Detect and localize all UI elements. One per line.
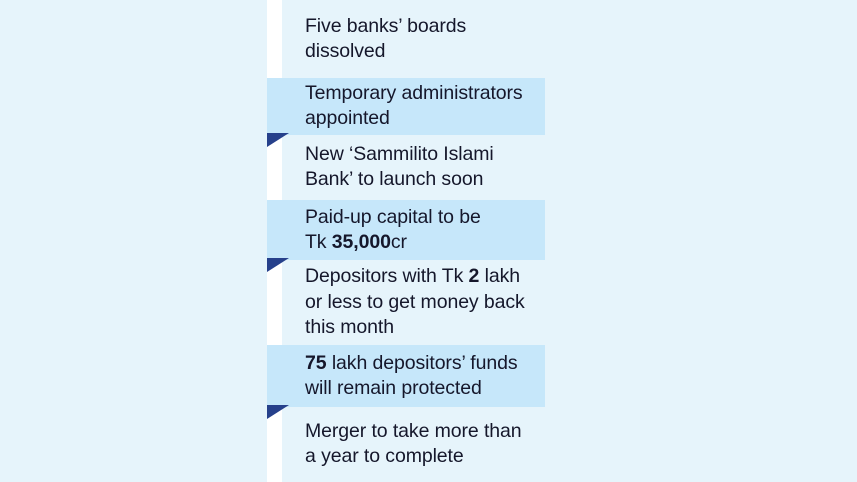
triangle-icon — [267, 258, 289, 272]
timeline-item-6: 75 lakh depositors’ funds will remain pro… — [267, 345, 545, 407]
timeline-rail-segment — [267, 260, 282, 345]
timeline-item-label: Paid-up capital to be Tk 35,000cr — [305, 205, 481, 253]
timeline-item-label: Merger to take more than a year to comple… — [305, 420, 522, 468]
timeline-corner-fold-marker-2 — [267, 258, 289, 272]
triangle-icon — [267, 133, 289, 147]
timeline-item-2: Temporary administrators appointed — [267, 78, 545, 135]
timeline-item-label: 75 lakh depositors’ funds will remain pro… — [305, 351, 518, 399]
timeline-item-7: Merger to take more than a year to comple… — [267, 407, 545, 482]
timeline-item-4: Paid-up capital to be Tk 35,000cr — [267, 200, 545, 260]
timeline-item-label: Temporary administrators appointed — [305, 82, 523, 130]
timeline-item-label: New ‘Sammilito Islami Bank’ to launch soo… — [305, 143, 494, 191]
timeline-rail-segment — [267, 135, 282, 200]
timeline-item-5: Depositors with Tk 2 lakh or less to get … — [267, 260, 545, 345]
timeline-item-1: Five banks’ boards dissolved — [267, 0, 545, 78]
timeline-item-label: Depositors with Tk 2 lakh or less to get … — [305, 265, 525, 339]
timeline-corner-fold-marker-3 — [267, 405, 289, 419]
triangle-icon — [267, 405, 289, 419]
timeline-rail-segment — [267, 407, 282, 482]
timeline-item-3: New ‘Sammilito Islami Bank’ to launch soo… — [267, 135, 545, 200]
timeline-item-label: Five banks’ boards dissolved — [305, 14, 467, 62]
timeline-corner-fold-marker-1 — [267, 133, 289, 147]
timeline-rail-bottom-cap — [267, 478, 282, 482]
timeline-rail-segment — [267, 0, 282, 78]
